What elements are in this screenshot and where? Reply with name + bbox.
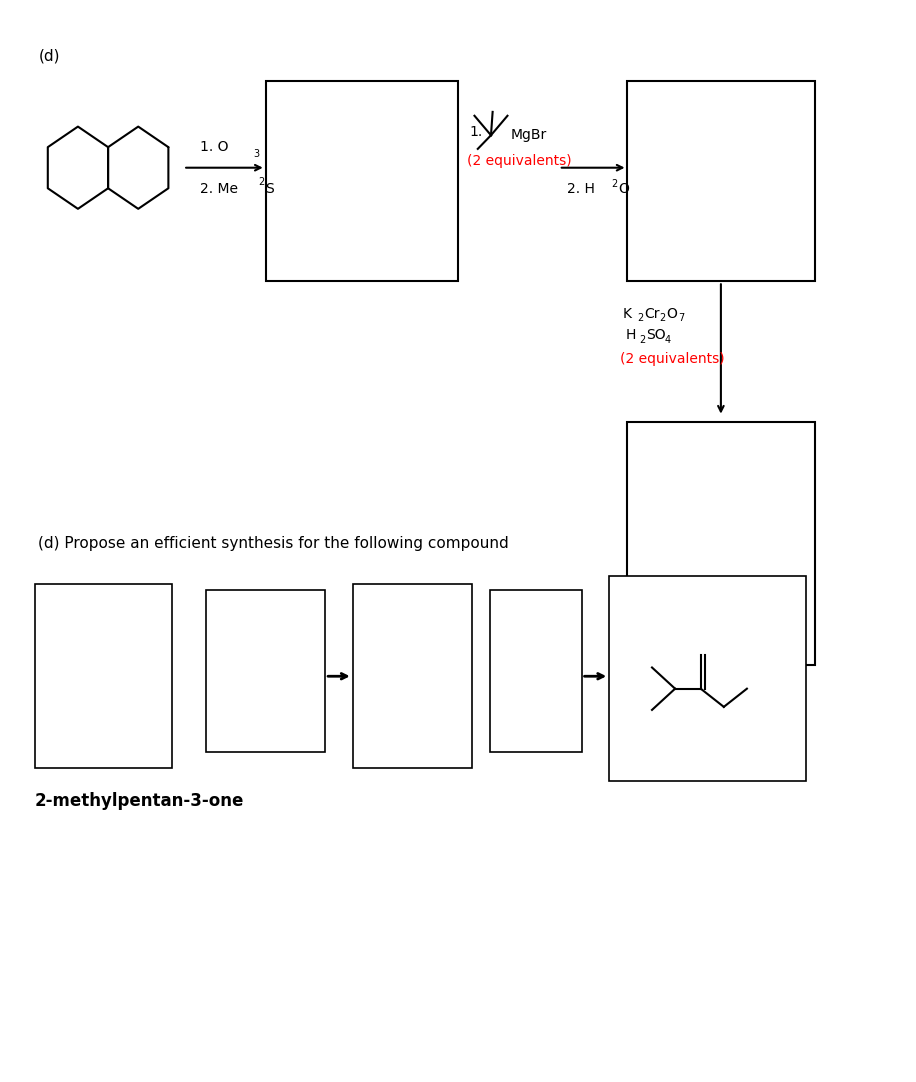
Text: 2-methylpentan-3-one: 2-methylpentan-3-one <box>35 792 245 810</box>
Text: 4: 4 <box>665 334 671 345</box>
Text: MgBr: MgBr <box>511 129 547 142</box>
Text: 7: 7 <box>678 313 684 324</box>
Text: Cr: Cr <box>644 307 660 320</box>
Text: (2 equivalents): (2 equivalents) <box>620 353 725 366</box>
Bar <box>609 576 806 781</box>
Text: 2: 2 <box>638 313 644 324</box>
Text: O: O <box>618 182 629 196</box>
Text: 2. H: 2. H <box>567 182 594 196</box>
Text: (d): (d) <box>38 49 60 64</box>
Text: S: S <box>265 182 274 196</box>
Bar <box>266 81 458 281</box>
Bar <box>490 590 582 752</box>
Text: O: O <box>666 307 677 320</box>
Text: (d) Propose an efficient synthesis for the following compound: (d) Propose an efficient synthesis for t… <box>38 536 509 551</box>
Text: 1. O: 1. O <box>200 140 228 154</box>
Text: K: K <box>623 307 632 320</box>
Text: H: H <box>626 329 636 342</box>
Text: 2: 2 <box>639 334 646 345</box>
Text: 2: 2 <box>611 179 617 188</box>
Text: 3: 3 <box>253 149 259 159</box>
Text: 2: 2 <box>258 177 265 187</box>
Text: SO: SO <box>646 329 665 342</box>
Text: 2: 2 <box>660 313 666 324</box>
Bar <box>353 584 472 768</box>
Bar <box>35 584 172 768</box>
Text: 1.: 1. <box>470 126 483 138</box>
Bar <box>627 422 815 665</box>
Text: 2. Me: 2. Me <box>200 182 237 196</box>
Bar <box>206 590 325 752</box>
Bar <box>627 81 815 281</box>
Text: (2 equivalents): (2 equivalents) <box>467 154 572 168</box>
